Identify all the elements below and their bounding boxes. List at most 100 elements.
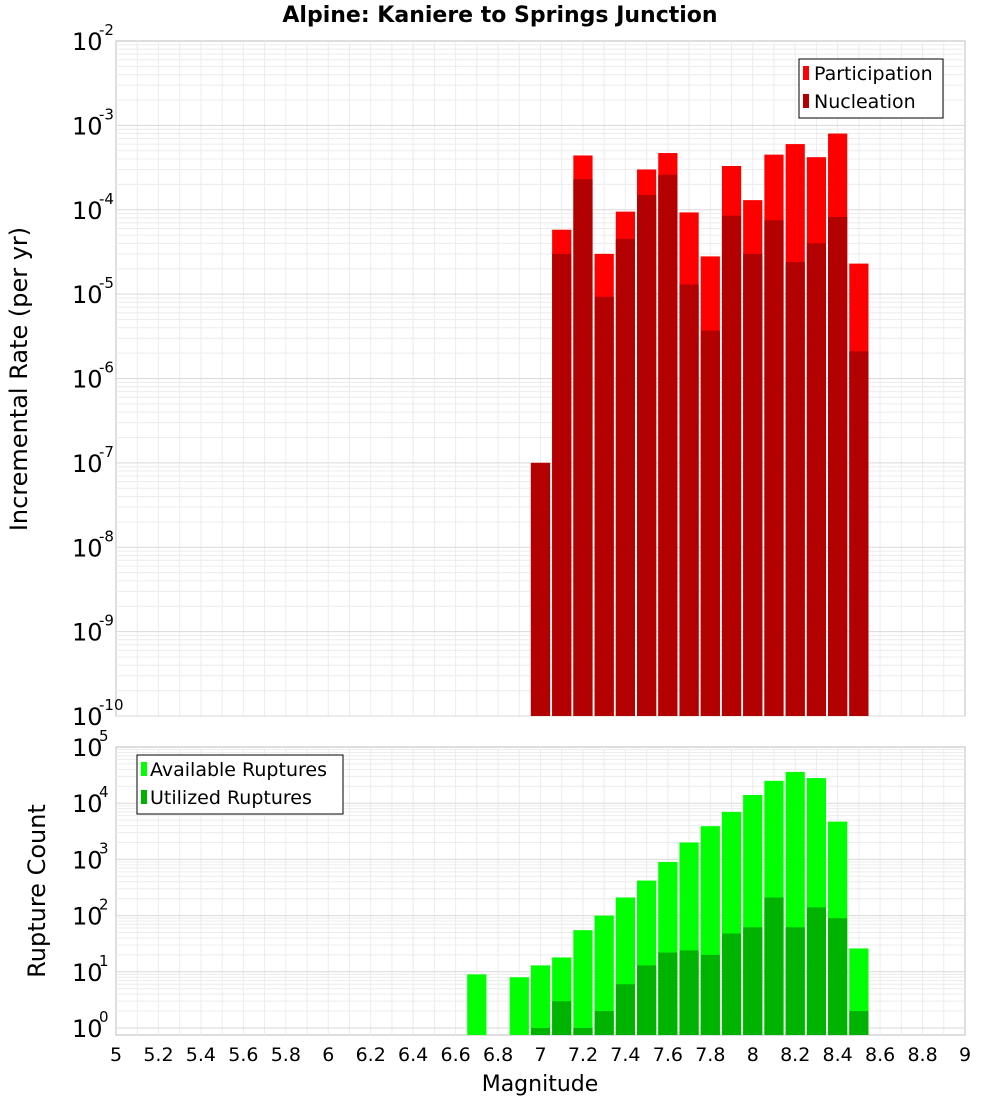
count-bars (467, 771, 869, 1035)
y-tick-base: 10 (72, 619, 103, 647)
participation-legend-label: Participation (814, 63, 933, 85)
y-tick-label: 10-8 (72, 527, 114, 562)
available-bar (509, 977, 529, 1035)
x-tick-label: 8 (747, 1044, 759, 1066)
x-tick-label: 6 (322, 1044, 334, 1066)
nucleation-bar (615, 239, 636, 716)
nucleation-bar (552, 253, 572, 716)
y-tick-label: 100 (72, 1008, 109, 1043)
utilized-bar (615, 984, 636, 1035)
x-tick-label: 7.4 (610, 1044, 640, 1066)
y-tick-base: 10 (72, 281, 103, 309)
available-bar (573, 930, 593, 1035)
utilized-bar (743, 927, 763, 1035)
y-tick-exponent: 3 (99, 839, 109, 857)
nucleation-bar (743, 253, 763, 716)
x-tick-label: 7.8 (695, 1044, 725, 1066)
y-tick-base: 10 (72, 534, 103, 562)
y-tick-exponent: -6 (99, 359, 114, 377)
available-legend-swatch (141, 762, 147, 776)
chart-title: Alpine: Kaniere to Springs Junction (282, 3, 717, 28)
x-tick-label: 8.6 (865, 1044, 895, 1066)
x-tick-label: 9 (959, 1044, 971, 1066)
y-tick-label: 10-6 (72, 359, 114, 394)
y-tick-base: 10 (72, 959, 103, 987)
nucleation-bar (573, 179, 593, 716)
x-ticks: 5 5.2 5.4 5.6 5.8 6 6.2 6.4 6.6 6.8 7 7.2 7.4 7.6 7.8 8… (110, 1044, 971, 1066)
x-tick-label: 7 (534, 1044, 546, 1066)
utilized-bar (849, 1011, 869, 1035)
utilized-bar (700, 954, 720, 1035)
y-tick-exponent: -9 (99, 612, 114, 630)
nucleation-bar (679, 284, 699, 716)
y-tick-exponent: 5 (99, 727, 109, 745)
y-tick-exponent: 2 (99, 896, 109, 914)
participation-legend-swatch (803, 66, 809, 80)
nucleation-bar (785, 262, 805, 716)
count-legend: Available Ruptures Utilized Ruptures (136, 754, 344, 815)
utilized-legend-swatch (141, 790, 147, 804)
nucleation-bar (594, 296, 614, 716)
y-tick-label: 10-2 (72, 21, 114, 56)
utilized-bar (658, 952, 678, 1035)
y-tick-exponent: -7 (99, 443, 114, 461)
utilized-bar (552, 1001, 572, 1035)
nucleation-bar (530, 462, 551, 716)
y-tick-base: 10 (72, 846, 103, 874)
y-tick-base: 10 (72, 790, 103, 818)
nucleation-bar (764, 220, 784, 717)
y-tick-exponent: -10 (99, 696, 124, 714)
x-tick-label: 5.6 (228, 1044, 258, 1066)
utilized-bar (573, 1027, 593, 1035)
utilized-bar (764, 897, 784, 1035)
x-axis-label: Magnitude (482, 1072, 599, 1097)
rate-y-axis-label: Incremental Rate (per yr) (5, 227, 33, 531)
x-tick-label: 5 (110, 1044, 122, 1066)
y-tick-exponent: 1 (99, 952, 109, 970)
nucleation-bar (806, 243, 827, 717)
y-tick-label: 10-5 (72, 274, 114, 309)
y-tick-base: 10 (72, 197, 103, 225)
y-tick-exponent: 4 (99, 783, 109, 801)
nucleation-bar (637, 194, 657, 716)
utilized-bar (530, 1027, 551, 1035)
y-tick-base: 10 (72, 450, 103, 478)
y-tick-exponent: 0 (99, 1008, 109, 1026)
y-tick-label: 104 (72, 783, 109, 818)
x-tick-label: 8.8 (907, 1044, 937, 1066)
count-legend-box (136, 754, 344, 815)
y-tick-label: 102 (72, 896, 109, 931)
available-legend-label: Available Ruptures (150, 759, 327, 781)
y-tick-exponent: -5 (99, 274, 114, 292)
y-tick-exponent: -4 (99, 190, 114, 208)
x-tick-label: 8.2 (780, 1044, 810, 1066)
utilized-legend-label: Utilized Ruptures (150, 787, 312, 809)
x-tick-label: 7.6 (653, 1044, 683, 1066)
y-tick-exponent: -2 (99, 21, 114, 39)
x-tick-label: 5.2 (143, 1044, 173, 1066)
x-tick-label: 5.8 (271, 1044, 301, 1066)
rate-legend: Participation Nucleation (798, 58, 944, 119)
rate-bars (530, 133, 869, 717)
x-tick-label: 6.6 (440, 1044, 470, 1066)
y-tick-base: 10 (72, 734, 103, 762)
nucleation-legend-label: Nucleation (814, 91, 916, 113)
available-bar (594, 915, 614, 1035)
nucleation-bar (658, 174, 678, 716)
utilized-bar (721, 933, 742, 1035)
y-tick-label: 10-3 (72, 105, 114, 140)
y-tick-base: 10 (72, 28, 103, 56)
nucleation-legend-swatch (803, 94, 809, 108)
nucleation-bar (849, 351, 869, 716)
y-tick-base: 10 (72, 1015, 103, 1043)
y-tick-label: 103 (72, 839, 109, 874)
y-tick-base: 10 (72, 903, 103, 931)
available-bar (530, 965, 551, 1035)
nucleation-bar (721, 215, 742, 717)
y-tick-label: 10-10 (72, 696, 124, 731)
rate-legend-box (798, 58, 944, 119)
